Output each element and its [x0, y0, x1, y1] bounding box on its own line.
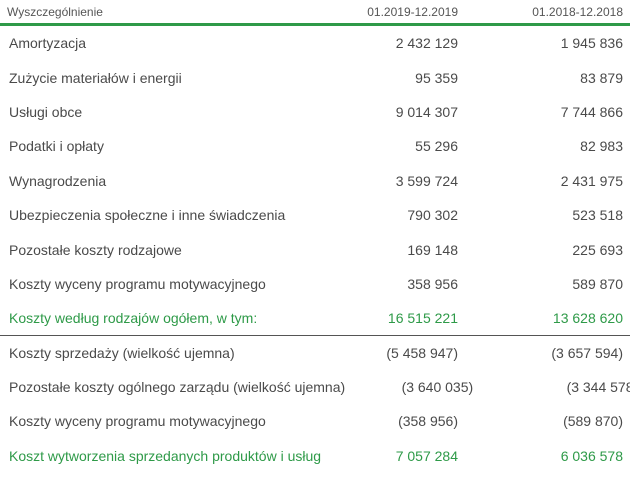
row-value-2019: 9 014 307 [395, 103, 458, 120]
row-value-2019: 169 148 [407, 241, 458, 258]
row-value-2018: 2 431 975 [560, 172, 623, 189]
row-label: Usługi obce [9, 103, 83, 120]
row-label: Ubezpieczenia społeczne i inne świadczen… [9, 207, 286, 224]
row-value-2018: 523 518 [572, 207, 623, 224]
row-value-2018: (3 344 578) [566, 379, 630, 396]
row-value-2019: (358 956) [398, 413, 458, 430]
table-row: Pozostałe koszty ogólnego zarządu (wielk… [0, 370, 630, 404]
row-value-2019: 55 296 [415, 138, 458, 155]
row-label: Amortyzacja [9, 35, 87, 52]
row-value-2018: 225 693 [572, 241, 623, 258]
table-row: Koszty wyceny programu motywacyjnego 358… [0, 267, 630, 301]
row-value-2018: 7 744 866 [560, 103, 623, 120]
row-value-2018: 82 983 [580, 138, 623, 155]
table-row: Usługi obce 9 014 307 7 744 866 [0, 95, 630, 129]
row-value-2019: (3 640 035) [401, 379, 474, 396]
table-row: Pozostałe koszty rodzajowe 169 148 225 6… [0, 232, 630, 266]
total-row: Koszt wytworzenia sprzedanych produktów … [0, 439, 630, 473]
total-label: Koszt wytworzenia sprzedanych produktów … [9, 447, 322, 464]
row-value-2019: 95 359 [415, 69, 458, 86]
table-row: Ubezpieczenia społeczne i inne świadczen… [0, 198, 630, 232]
table-row: Wynagrodzenia 3 599 724 2 431 975 [0, 164, 630, 198]
table-row: Zużycie materiałów i energii 95 359 83 8… [0, 60, 630, 94]
row-label: Zużycie materiałów i energii [9, 69, 182, 86]
table-row: Podatki i opłaty 55 296 82 983 [0, 129, 630, 163]
table-header: Wyszczególnienie 01.2019-12.2019 01.2018… [0, 0, 630, 26]
row-label: Wynagrodzenia [9, 172, 107, 189]
row-value-2018: (3 657 594) [551, 344, 623, 361]
row-value-2018: 589 870 [572, 275, 623, 292]
subtotal-label: Koszty według rodzajów ogółem, w tym: [9, 309, 258, 326]
row-label: Pozostałe koszty rodzajowe [9, 241, 182, 258]
table-row: Koszty wyceny programu motywacyjnego (35… [0, 404, 630, 438]
total-value-2019: 7 057 284 [395, 447, 458, 464]
row-value-2019: 790 302 [407, 207, 458, 224]
row-label: Koszty wyceny programu motywacyjnego [9, 275, 266, 292]
row-label: Pozostałe koszty ogólnego zarządu (wielk… [9, 379, 346, 396]
subtotal-value-2018: 13 628 620 [552, 309, 623, 326]
table-row: Koszty sprzedaży (wielkość ujemna) (5 45… [0, 336, 630, 370]
header-period-2019: 01.2019-12.2019 [367, 4, 458, 19]
total-value-2018: 6 036 578 [560, 447, 623, 464]
header-label: Wyszczególnienie [7, 4, 103, 19]
row-label: Podatki i opłaty [9, 138, 104, 155]
header-period-2018: 01.2018-12.2018 [532, 4, 623, 19]
row-label: Koszty sprzedaży (wielkość ujemna) [9, 344, 235, 361]
row-value-2018: 83 879 [580, 69, 623, 86]
row-value-2019: 3 599 724 [395, 172, 458, 189]
row-value-2019: (5 458 947) [386, 344, 458, 361]
row-value-2019: 2 432 129 [395, 35, 458, 52]
row-value-2018: 1 945 836 [560, 35, 623, 52]
subtotal-value-2019: 16 515 221 [387, 309, 458, 326]
row-value-2018: (589 870) [563, 413, 623, 430]
subtotal-row: Koszty według rodzajów ogółem, w tym: 16… [0, 301, 630, 336]
table-row: Amortyzacja 2 432 129 1 945 836 [0, 26, 630, 60]
row-label: Koszty wyceny programu motywacyjnego [9, 413, 266, 430]
row-value-2019: 358 956 [407, 275, 458, 292]
